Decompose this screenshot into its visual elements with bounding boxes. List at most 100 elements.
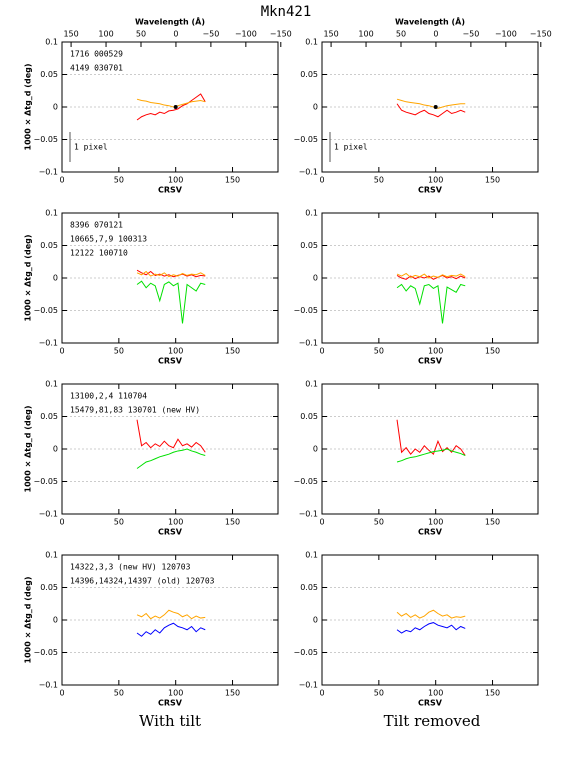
data-line [136,270,206,278]
x-tick-label: 0 [59,518,64,527]
y-axis-label: 1000 × Δtg_d (deg) [24,406,33,493]
y-tick-label: −0.1 [39,681,58,690]
legend-entry: 13100,2,4 110704 [70,392,147,401]
reference-point [173,105,178,109]
x2-tick-label: 150 [323,30,338,39]
legend-entry: 12122 100710 [70,249,128,258]
x-tick-label: 0 [59,689,64,698]
x-tick-label: 100 [168,347,183,356]
data-line [136,93,206,121]
x-tick-label: 0 [319,689,324,698]
y-axis-label: 1000 × Δtg_d (deg) [24,64,33,151]
x-axis-label: CRSV [418,357,443,366]
x-tick-label: 100 [168,518,183,527]
y-tick-label: −0.1 [39,168,58,177]
y-tick-label: 0 [313,103,318,112]
y-axis-label: 1000 × Δtg_d (deg) [24,235,33,322]
y-tick-label: −0.1 [39,339,58,348]
column-label: Tilt removed [384,712,481,730]
x-tick-label: 100 [168,176,183,185]
data-line [136,448,206,469]
x-tick-label: 150 [485,518,500,527]
x-axis-label: CRSV [418,528,443,537]
y-tick-label: 0.05 [40,412,58,421]
data-line [136,280,206,324]
legend-entry: 10665,7,9 100313 [70,235,147,244]
annotation: 1 pixel [74,143,108,152]
data-line [136,622,206,637]
x-tick-label: 100 [428,347,443,356]
y-tick-label: −0.1 [39,510,58,519]
data-line [396,419,466,456]
plot-frame [321,212,539,344]
y-tick-label: 0 [313,274,318,283]
y-tick-label: −0.05 [293,306,318,315]
y-tick-label: −0.05 [33,306,58,315]
x2-tick-label: 100 [358,30,373,39]
y-tick-label: 0.05 [300,241,318,250]
data-line [136,609,206,620]
column-label: With tilt [139,712,201,730]
y-tick-label: −0.1 [299,339,318,348]
legend-entry: 14396,14324,14397 (old) 120703 [70,577,215,586]
x-tick-label: 100 [428,689,443,698]
plot-frame [321,41,539,173]
y-tick-label: −0.05 [293,477,318,486]
x-tick-label: 0 [59,176,64,185]
x2-tick-label: 0 [173,30,178,39]
plot-frame [61,212,279,344]
x-tick-label: 50 [114,176,124,185]
y-tick-label: 0.1 [45,38,58,47]
x-axis-label: CRSV [418,699,443,708]
data-line [396,98,466,109]
y-tick-label: 0.05 [300,583,318,592]
y-tick-label: 0 [53,274,58,283]
data-line [396,622,466,634]
y-tick-label: 0.1 [45,551,58,560]
x-tick-label: 50 [374,176,384,185]
plot-frame [321,554,539,686]
y-tick-label: 0.1 [305,38,318,47]
legend-entry: 15479,81,83 130701 (new HV) [70,406,200,415]
data-line [396,448,466,463]
y-tick-label: 0 [53,103,58,112]
y-tick-label: 0.1 [45,380,58,389]
x2-tick-label: 0 [433,30,438,39]
x-tick-label: 150 [485,176,500,185]
legend-entry: 4149 030701 [70,64,123,73]
x-tick-label: 50 [374,347,384,356]
x-tick-label: 100 [168,689,183,698]
y-tick-label: 0.05 [40,70,58,79]
data-line [396,274,466,280]
plot-frame [61,383,279,515]
x-tick-label: 50 [374,518,384,527]
x-tick-label: 100 [428,176,443,185]
data-line [396,103,466,118]
x-tick-label: 150 [225,176,240,185]
x-axis-label: CRSV [158,699,183,708]
figure-title: Mkn421 [261,4,312,20]
x-tick-label: 50 [114,689,124,698]
x-tick-label: 50 [114,518,124,527]
x-axis-label: CRSV [158,528,183,537]
y-tick-label: 0 [53,616,58,625]
x-tick-label: 0 [319,518,324,527]
x2-tick-label: −150 [270,30,292,39]
x-axis-label: CRSV [158,186,183,195]
y-tick-label: −0.05 [33,477,58,486]
data-line [136,98,206,108]
x2-tick-label: 50 [396,30,406,39]
x2-tick-label: −50 [202,30,219,39]
y-tick-label: −0.05 [293,135,318,144]
x-tick-label: 150 [485,347,500,356]
y-tick-label: −0.05 [33,648,58,657]
x2-tick-label: −150 [530,30,552,39]
reference-point [433,105,438,109]
annotation: 1 pixel [334,143,368,152]
x2-axis-label: Wavelength (Å) [395,17,465,27]
legend-entry: 1716 000529 [70,50,123,59]
data-line [396,272,466,279]
data-line [396,283,466,324]
plot-frame [321,383,539,515]
